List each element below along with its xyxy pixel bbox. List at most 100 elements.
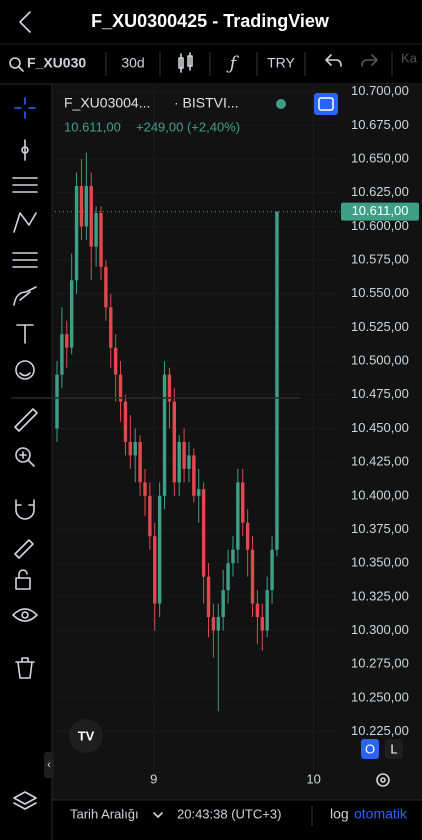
visibility-tool[interactable]: [12, 608, 38, 622]
y-tick-label: 10.425,00: [351, 454, 409, 469]
page-title: F_XU0300425 - TradingView: [91, 11, 330, 31]
crosshair-tool[interactable]: [14, 97, 36, 119]
candle-body: [148, 495, 152, 537]
legend-price: 10.611,00: [64, 119, 121, 134]
symbol-button[interactable]: F_XU030: [27, 55, 86, 71]
legend-symbol[interactable]: F_XU03004...: [64, 95, 150, 111]
candle-body: [74, 186, 79, 281]
scale-button-label: L: [390, 741, 397, 756]
log-button[interactable]: log: [330, 806, 349, 822]
y-tick-label: 10.475,00: [351, 386, 409, 401]
dropdown-icon: [153, 812, 163, 818]
forecast-tool[interactable]: [12, 252, 38, 268]
y-tick-label: 10.500,00: [351, 353, 409, 368]
y-tick-label: 10.375,00: [351, 521, 409, 536]
ruler-tool[interactable]: [14, 408, 38, 432]
back-button[interactable]: [19, 11, 31, 33]
legend-exchange: · BISTVI...: [174, 95, 239, 111]
candle-body: [153, 536, 157, 604]
fullscreen-button[interactable]: [314, 93, 338, 115]
zoom-tool: [19, 451, 35, 467]
candle-body: [138, 441, 142, 483]
drawing-tools: [11, 97, 301, 810]
visibility-tool: [21, 611, 29, 619]
candle-body: [172, 401, 177, 483]
last-price-tag: [341, 202, 419, 221]
y-tick-label: 10.625,00: [351, 184, 409, 199]
scale-button[interactable]: [385, 739, 403, 759]
redo-button[interactable]: [361, 54, 378, 67]
candle-body: [236, 482, 240, 550]
settings-icon: [380, 777, 386, 783]
scale-button-label: O: [365, 741, 375, 756]
candle-body: [94, 212, 98, 247]
candle-body: [99, 212, 103, 267]
text-tool[interactable]: [16, 324, 34, 344]
candle-body: [255, 603, 260, 618]
date-range-button[interactable]: Tarih Aralığı: [70, 806, 139, 821]
pattern-tool[interactable]: [13, 212, 37, 233]
settings-button[interactable]: [376, 773, 390, 787]
candle-body: [162, 374, 167, 496]
candle-body: [231, 549, 235, 564]
candle-body: [109, 307, 113, 348]
delete-tool[interactable]: [15, 657, 35, 679]
indicators-button[interactable]: ƒ: [226, 53, 240, 74]
y-tick-label: 10.450,00: [351, 420, 409, 435]
candle-body: [187, 455, 191, 469]
clock: 20:43:38 (UTC+3): [177, 806, 281, 821]
candle-body: [167, 374, 172, 402]
candle-body: [206, 576, 211, 618]
emoji-tool[interactable]: [15, 360, 35, 380]
lock-tool[interactable]: [15, 577, 31, 590]
chart-layer: 9 10 10.225,00 10.250,00 10.275,00 10.300,00 1…: [55, 83, 419, 786]
line-tool[interactable]: [21, 139, 29, 161]
lock-draw-tool[interactable]: [14, 539, 34, 559]
fullscreen-icon: [318, 97, 334, 111]
candle-body: [270, 549, 274, 591]
candle-body: [197, 489, 201, 496]
brush-tool[interactable]: [13, 286, 37, 306]
auto-button[interactable]: otomatik: [354, 806, 408, 822]
candle-body: [260, 617, 264, 631]
candle-body: [79, 186, 84, 227]
logo[interactable]: [69, 719, 103, 753]
candle-body: [221, 590, 225, 618]
fib-tool[interactable]: [12, 177, 38, 193]
chart-type-button[interactable]: [178, 52, 193, 73]
logo-text: TV: [78, 728, 95, 743]
magnet-tool[interactable]: [15, 499, 35, 520]
candle-body: [60, 334, 64, 375]
x-tick-label: 10: [306, 771, 320, 786]
candle-body: [118, 374, 123, 402]
candle-body: [143, 482, 147, 496]
search-icon[interactable]: [9, 57, 21, 69]
more-button[interactable]: Ka: [401, 50, 418, 65]
currency-button[interactable]: TRY: [267, 55, 295, 71]
zoom-tool[interactable]: [15, 447, 31, 463]
y-tick-label: 10.600,00: [351, 218, 409, 233]
scale-button[interactable]: [361, 739, 379, 759]
search-icon: [18, 66, 24, 72]
candle-body: [123, 401, 128, 442]
layers-button[interactable]: [13, 791, 37, 810]
y-tick-label: 10.675,00: [351, 117, 409, 132]
y-tick-label: 10.300,00: [351, 622, 409, 637]
y-tick-label: 10.650,00: [351, 151, 409, 166]
y-tick-label: 10.225,00: [351, 723, 409, 738]
market-status: [276, 99, 286, 109]
y-tick-label: 10.525,00: [351, 319, 409, 334]
y-tick-label: 10.250,00: [351, 689, 409, 704]
undo-button[interactable]: [325, 54, 342, 67]
collapse-tab[interactable]: [44, 752, 54, 778]
candle-body: [211, 617, 216, 631]
candle-body: [65, 334, 69, 348]
lock-tool: [18, 569, 28, 579]
candle-body: [201, 489, 206, 577]
x-tick-label: 9: [150, 771, 157, 786]
interval-button[interactable]: 30d: [121, 55, 144, 71]
candle-body: [157, 495, 162, 604]
candle-body: [250, 549, 255, 604]
candle-body: [113, 347, 118, 375]
